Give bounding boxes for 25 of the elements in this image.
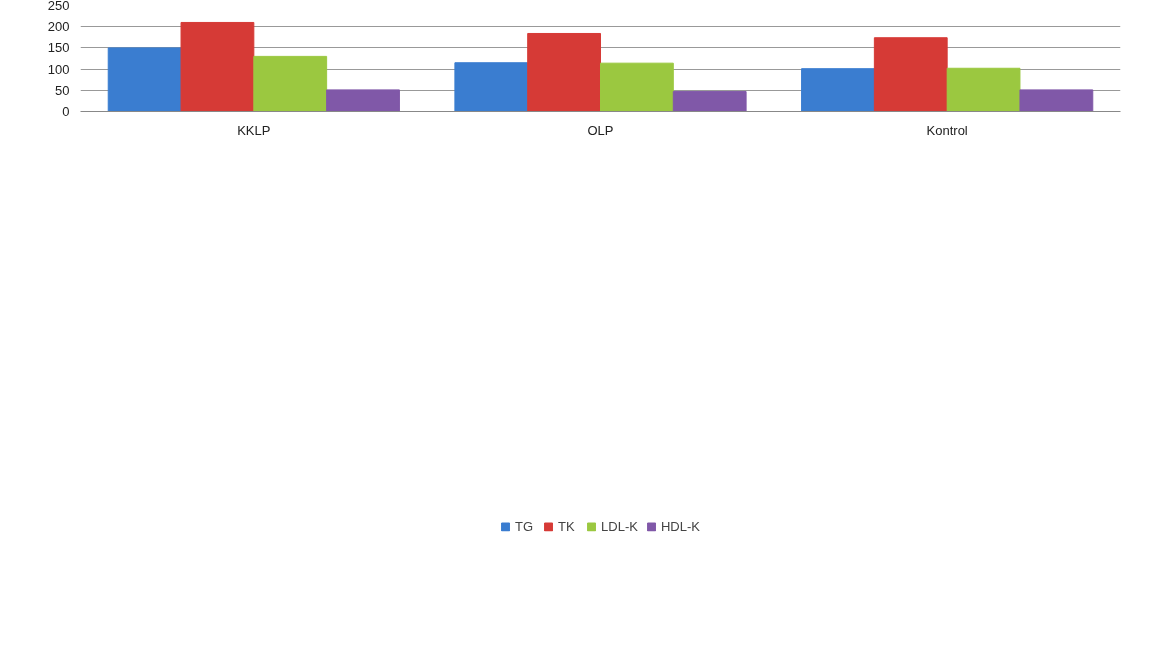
bar [672, 91, 747, 112]
bar [1019, 89, 1094, 112]
bar [253, 55, 328, 112]
y-tick-label: 150 [47, 40, 70, 56]
legend-label: HDL-K [660, 518, 700, 534]
y-tick-label: 0 [62, 104, 70, 119]
y-tick-label: 250 [47, 0, 70, 13]
bar [801, 68, 875, 112]
bar [600, 62, 674, 112]
bar [946, 67, 1021, 112]
x-tick-label: Kontrol [926, 122, 968, 138]
y-tick-label: 100 [47, 61, 70, 77]
bar [454, 62, 529, 112]
bar [527, 32, 601, 112]
legend-label: TK [558, 518, 576, 534]
bar [180, 21, 255, 112]
y-tick-label: 50 [55, 82, 70, 98]
bar [873, 37, 948, 112]
y-tick-label: 200 [47, 19, 70, 35]
x-tick-label: OLP [587, 122, 614, 138]
bar [107, 47, 182, 112]
x-tick-label: KKLP [237, 122, 271, 138]
legend-label: LDL-K [601, 518, 638, 534]
legend-label: TG [515, 518, 535, 534]
bar [326, 89, 400, 112]
